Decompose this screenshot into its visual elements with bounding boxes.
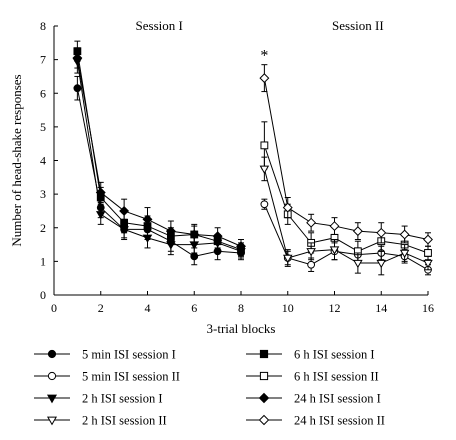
series-line bbox=[263, 204, 429, 271]
y-tick-label: 8 bbox=[40, 19, 46, 33]
series-line bbox=[76, 61, 242, 252]
x-tick-label: 8 bbox=[238, 301, 244, 315]
x-tick-label: 16 bbox=[422, 301, 434, 315]
data-point bbox=[306, 248, 316, 257]
legend-entry: 24 h ISI session I bbox=[246, 392, 381, 406]
legend-label: 2 h ISI session I bbox=[82, 392, 163, 406]
legend-marker bbox=[259, 349, 269, 359]
data-point bbox=[306, 217, 317, 228]
legend-entry: 6 h ISI session II bbox=[246, 370, 379, 384]
data-point bbox=[376, 259, 387, 269]
data-point bbox=[189, 229, 200, 240]
legend-marker bbox=[46, 394, 58, 404]
legend-label: 24 h ISI session II bbox=[294, 414, 385, 428]
legend-marker bbox=[258, 414, 270, 426]
series-layer bbox=[72, 40, 433, 276]
x-tick-label: 2 bbox=[98, 301, 104, 315]
data-point bbox=[424, 249, 432, 257]
legend-marker bbox=[258, 392, 270, 404]
legend-entry: 2 h ISI session I bbox=[34, 392, 163, 406]
legend-entry: 6 h ISI session I bbox=[246, 348, 375, 362]
data-point bbox=[353, 259, 363, 269]
legend-label: 5 min ISI session I bbox=[82, 348, 176, 362]
x-tick-label: 4 bbox=[145, 301, 151, 315]
legend-label: 2 h ISI session II bbox=[82, 414, 167, 428]
data-point bbox=[259, 73, 270, 84]
y-tick-label: 0 bbox=[40, 288, 46, 302]
legend-entry: 2 h ISI session II bbox=[34, 414, 167, 428]
x-tick-label: 6 bbox=[191, 301, 197, 315]
session-label: Session I bbox=[136, 18, 183, 33]
y-tick-label: 1 bbox=[40, 254, 46, 268]
data-point bbox=[166, 241, 176, 250]
data-point bbox=[329, 246, 340, 255]
data-point bbox=[190, 252, 199, 261]
y-tick-label: 4 bbox=[40, 154, 46, 168]
x-tick-label: 10 bbox=[282, 301, 294, 315]
y-tick-label: 3 bbox=[40, 187, 46, 201]
y-tick-label: 5 bbox=[40, 120, 46, 134]
legend-label: 6 h ISI session I bbox=[294, 348, 375, 362]
y-tick-label: 6 bbox=[40, 86, 46, 100]
data-point bbox=[212, 231, 223, 242]
x-tick-label: 14 bbox=[375, 301, 387, 315]
legend-label: 6 h ISI session II bbox=[294, 370, 379, 384]
session-label: Session II bbox=[332, 18, 384, 33]
data-point bbox=[95, 211, 106, 220]
legend-marker bbox=[259, 371, 269, 381]
series-6 bbox=[260, 121, 432, 262]
data-point bbox=[423, 234, 433, 245]
data-point bbox=[72, 52, 83, 63]
data-point bbox=[165, 226, 176, 237]
data-point bbox=[142, 214, 153, 225]
data-point bbox=[260, 141, 269, 150]
y-axis-title: Number of head-shake responses bbox=[9, 74, 24, 246]
data-point bbox=[399, 249, 410, 259]
annotation-layer: * bbox=[260, 47, 268, 64]
series-line bbox=[263, 168, 429, 264]
data-point bbox=[352, 226, 363, 237]
y-tick-label: 7 bbox=[40, 53, 46, 67]
series-line bbox=[76, 51, 242, 251]
legend-label: 5 min ISI session II bbox=[82, 370, 180, 384]
data-point bbox=[376, 227, 387, 238]
data-point bbox=[423, 259, 433, 269]
data-point bbox=[282, 202, 293, 213]
legend-marker bbox=[47, 349, 57, 359]
data-point bbox=[329, 221, 340, 232]
data-point bbox=[119, 205, 130, 216]
legend-label: 24 h ISI session I bbox=[294, 392, 381, 406]
x-tick-label: 12 bbox=[329, 301, 341, 315]
y-tick-label: 2 bbox=[40, 221, 46, 235]
x-tick-label: 0 bbox=[51, 301, 57, 315]
data-point bbox=[307, 260, 316, 269]
data-point bbox=[236, 241, 246, 252]
series-4 bbox=[72, 47, 246, 254]
legend-marker bbox=[46, 416, 58, 426]
x-axis-title: 3-trial blocks bbox=[207, 321, 276, 336]
data-point bbox=[259, 165, 270, 174]
data-point bbox=[142, 234, 153, 243]
significance-annotation: * bbox=[260, 47, 268, 64]
legend-entry: 5 min ISI session II bbox=[34, 370, 180, 384]
legend: 5 min ISI session I 6 h ISI session I 5 mi… bbox=[34, 348, 385, 428]
series-8 bbox=[259, 64, 433, 247]
data-point bbox=[260, 200, 269, 209]
series-3 bbox=[72, 49, 246, 259]
data-point bbox=[73, 84, 82, 93]
legend-marker bbox=[47, 371, 57, 381]
data-point bbox=[95, 187, 106, 198]
legend-entry: 5 min ISI session I bbox=[34, 348, 176, 362]
data-point bbox=[119, 226, 129, 235]
series-7 bbox=[259, 156, 433, 276]
data-point bbox=[282, 254, 293, 264]
data-point bbox=[399, 229, 410, 240]
legend-entry: 24 h ISI session II bbox=[246, 414, 385, 428]
